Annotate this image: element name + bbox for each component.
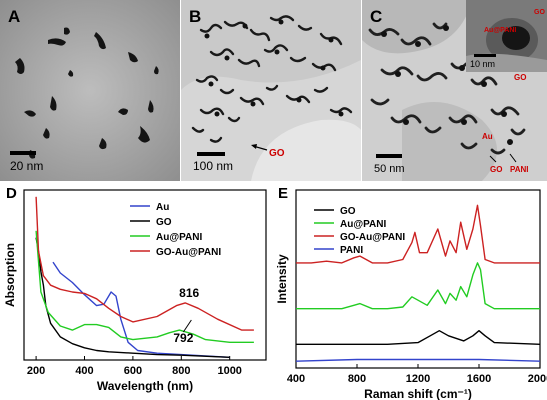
- panel-c-inset-scale-label: 10 nm: [470, 59, 495, 69]
- panel-c-tem: C GO Au@PANI 10 nm GO Au GO PANI 50 nm: [362, 0, 547, 181]
- chart-e-legend-label-go: GO: [340, 206, 356, 217]
- chart-d-xtick-label-600: 600: [124, 365, 142, 377]
- chart-e-legend-label-pani: PANI: [340, 245, 363, 256]
- panel-b-scale-label: 100 nm: [193, 159, 233, 173]
- panel-c-inset-go-label: GO: [534, 9, 545, 16]
- chart-e-xtick-label-800: 800: [348, 373, 366, 385]
- chart-e-legend-label-go-au-pani: GO-Au@PANI: [340, 232, 405, 243]
- panel-c-pani-label: PANI: [510, 165, 529, 174]
- panel-b-letter: B: [189, 7, 201, 26]
- panel-a-micrograph: A 20 nm: [0, 0, 180, 181]
- chart-d-series-au-pani: [35, 230, 254, 344]
- panel-b-tem: B 100 nm GO: [181, 0, 361, 181]
- panel-c-scale-label: 50 nm: [374, 163, 405, 175]
- panel-b-go-label: GO: [269, 148, 285, 159]
- panel-c-letter: C: [370, 7, 382, 26]
- chart-d-xtick-label-400: 400: [75, 365, 93, 377]
- panel-b-micrograph: B 100 nm GO: [181, 0, 361, 181]
- chart-d-xtick-label-1000: 1000: [217, 365, 241, 377]
- chart-e-frame: [295, 189, 541, 369]
- chart-e-xtick-label-2000: 2000: [528, 373, 547, 385]
- panel-a-tem: A 20 nm: [0, 0, 180, 181]
- chart-e: 400 800 1200 1600 2000 Raman shift (cm⁻¹) Inte…: [275, 185, 547, 400]
- chart-d-legend-label-go: GO: [156, 217, 172, 228]
- panel-c-micrograph: C GO Au@PANI 10 nm GO Au GO PANI 50 nm: [362, 0, 547, 181]
- chart-d-xtick-label-800: 800: [172, 365, 190, 377]
- panel-a-scale-label: 20 nm: [10, 159, 43, 173]
- chart-e-xtick-label-400: 400: [287, 373, 305, 385]
- chart-d-frame: [23, 189, 267, 361]
- chart-e-series-go-au-pani: [296, 204, 540, 264]
- chart-d-panel: 200 400 600 800 1000 Wavelength (nm) Absorptio…: [0, 182, 272, 400]
- chart-d-ylabel: Absorption: [3, 243, 17, 307]
- chart-d-annotation-816: 816: [179, 286, 199, 300]
- panel-c-inset-aupani-label: Au@PANI: [484, 27, 516, 34]
- chart-e-legend-label-au-pani: Au@PANI: [340, 219, 386, 230]
- chart-e-xtick-label-1600: 1600: [467, 373, 491, 385]
- chart-e-xlabel: Raman shift (cm⁻¹): [364, 387, 472, 400]
- panel-c-go-label-upper: GO: [514, 73, 526, 82]
- chart-d-series-go: [35, 237, 230, 358]
- chart-e-ylabel: Intensity: [275, 254, 289, 304]
- chart-d-series-go-au-pani: [35, 196, 254, 331]
- chart-d-panel-letter: D: [6, 185, 17, 202]
- chart-d-xlabel: Wavelength (nm): [97, 379, 193, 393]
- panel-c-inset: [466, 0, 547, 72]
- chart-e-xtick-label-1200: 1200: [406, 373, 430, 385]
- panel-c-au-label: Au: [482, 132, 493, 141]
- chart-d-annotation-arrow-792: [182, 319, 192, 333]
- panel-a-letter: A: [8, 7, 20, 26]
- chart-d-legend-label-au: Au: [156, 202, 169, 213]
- chart-d: 200 400 600 800 1000 Wavelength (nm) Absorptio…: [3, 185, 267, 393]
- chart-d-xtick-label-200: 200: [27, 365, 45, 377]
- chart-e-series-go: [296, 329, 541, 346]
- chart-d-legend-label-au-pani: Au@PANI: [156, 232, 202, 243]
- chart-e-panel: 400 800 1200 1600 2000 Raman shift (cm⁻¹) Inte…: [272, 182, 547, 400]
- panel-c-go-label-lower: GO: [490, 165, 502, 174]
- chart-e-panel-letter: E: [278, 185, 288, 202]
- chart-d-series-au: [52, 261, 230, 358]
- chart-d-annotation-792: 792: [173, 331, 193, 345]
- chart-e-series-pani: [295, 358, 541, 362]
- chart-d-legend-label-go-au-pani: GO-Au@PANI: [156, 247, 221, 258]
- chart-e-series-au-pani: [296, 262, 540, 310]
